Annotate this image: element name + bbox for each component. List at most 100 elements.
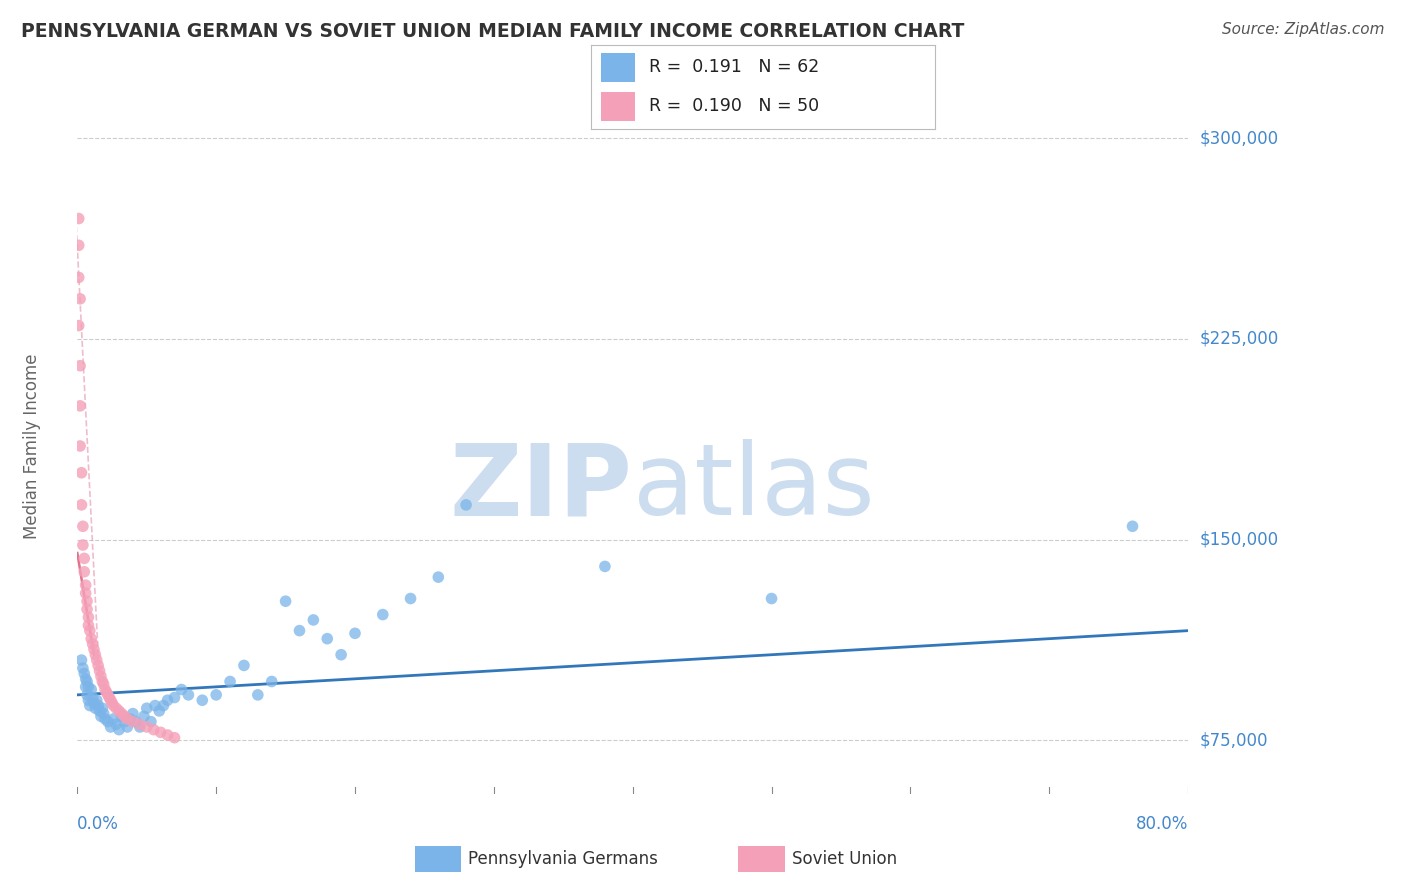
Point <box>82 637 104 651</box>
Point <box>79 624 101 638</box>
Point <box>120 712 142 726</box>
Point <box>143 698 166 713</box>
Point <box>73 551 96 566</box>
Text: ZIP: ZIP <box>450 439 633 536</box>
Point <box>90 669 112 683</box>
Point <box>302 613 325 627</box>
Point <box>77 618 100 632</box>
Point <box>69 399 91 413</box>
Text: 0.0%: 0.0% <box>77 815 120 833</box>
Point <box>105 701 128 715</box>
Point <box>84 648 107 662</box>
Point <box>77 610 100 624</box>
Point <box>89 704 111 718</box>
Point <box>67 238 90 252</box>
Point <box>124 714 146 729</box>
Point <box>96 685 118 699</box>
Point <box>111 706 134 721</box>
Point <box>205 688 228 702</box>
Point <box>98 690 121 705</box>
Point <box>69 292 91 306</box>
Text: $75,000: $75,000 <box>1199 731 1268 749</box>
Point <box>128 717 150 731</box>
Point <box>91 701 114 715</box>
Point <box>108 723 131 737</box>
Point <box>456 498 478 512</box>
Point <box>70 498 93 512</box>
Point <box>80 682 103 697</box>
Point <box>79 698 101 713</box>
Point <box>82 690 104 705</box>
Point <box>108 704 131 718</box>
Point <box>233 658 256 673</box>
Point <box>70 466 93 480</box>
Point <box>100 693 122 707</box>
Point <box>73 565 96 579</box>
Point <box>103 712 125 726</box>
Point <box>86 653 108 667</box>
Point <box>87 698 110 713</box>
Point <box>67 211 90 226</box>
Point <box>75 586 97 600</box>
Text: Median Family Income: Median Family Income <box>22 353 41 539</box>
Point <box>75 680 97 694</box>
Text: PENNSYLVANIA GERMAN VS SOVIET UNION MEDIAN FAMILY INCOME CORRELATION CHART: PENNSYLVANIA GERMAN VS SOVIET UNION MEDI… <box>21 22 965 41</box>
Point <box>344 626 367 640</box>
Point <box>132 709 155 723</box>
Text: R =  0.191   N = 62: R = 0.191 N = 62 <box>650 59 820 77</box>
Text: $225,000: $225,000 <box>1199 330 1278 348</box>
Point <box>101 696 124 710</box>
Point <box>139 714 162 729</box>
Point <box>77 693 100 707</box>
Point <box>94 712 117 726</box>
Point <box>148 704 170 718</box>
Point <box>105 717 128 731</box>
Point <box>288 624 311 638</box>
Point <box>149 725 172 739</box>
Point <box>76 602 98 616</box>
Text: $150,000: $150,000 <box>1199 531 1278 549</box>
Point <box>93 706 115 721</box>
Point <box>219 674 242 689</box>
Point <box>73 666 96 681</box>
Point <box>122 714 145 729</box>
Point <box>111 709 134 723</box>
Point <box>163 690 186 705</box>
Point <box>156 693 179 707</box>
Point <box>76 688 98 702</box>
Point <box>177 688 200 702</box>
Bar <box>600 92 636 120</box>
Point <box>97 688 120 702</box>
Point <box>246 688 269 702</box>
Bar <box>600 54 636 82</box>
Point <box>77 680 100 694</box>
Point <box>83 642 105 657</box>
Point <box>135 720 157 734</box>
Point <box>93 677 115 691</box>
Point <box>152 698 174 713</box>
Point <box>156 728 179 742</box>
Point <box>427 570 450 584</box>
Text: 80.0%: 80.0% <box>1136 815 1188 833</box>
Point <box>170 682 193 697</box>
Point <box>75 672 97 686</box>
Point <box>117 712 139 726</box>
Point <box>103 698 125 713</box>
Point <box>122 706 145 721</box>
Point <box>75 578 97 592</box>
Point <box>191 693 214 707</box>
Point <box>274 594 297 608</box>
Point <box>260 674 283 689</box>
Point <box>128 720 150 734</box>
Text: atlas: atlas <box>633 439 875 536</box>
Point <box>593 559 616 574</box>
Point <box>72 661 94 675</box>
Point <box>69 439 91 453</box>
Point <box>67 318 90 333</box>
Point <box>86 693 108 707</box>
Text: R =  0.190   N = 50: R = 0.190 N = 50 <box>650 97 820 115</box>
Point <box>87 658 110 673</box>
Text: Source: ZipAtlas.com: Source: ZipAtlas.com <box>1222 22 1385 37</box>
Point <box>90 709 112 723</box>
Point <box>80 632 103 646</box>
